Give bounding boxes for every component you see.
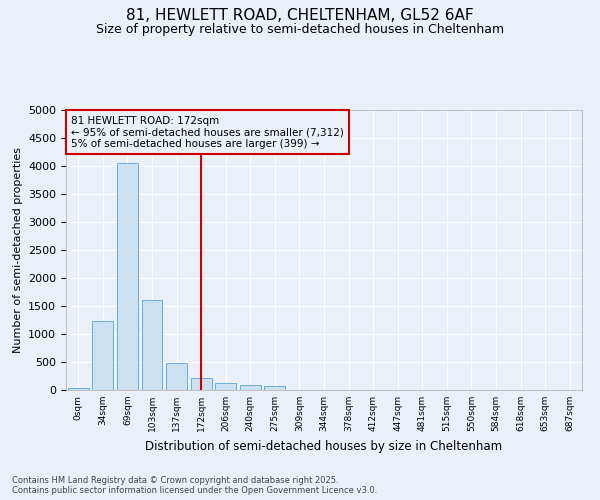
Bar [68,388,89,390]
Y-axis label: Number of semi-detached properties: Number of semi-detached properties [13,147,23,353]
Bar [92,321,113,390]
Bar [117,163,138,390]
Bar [142,300,163,390]
Text: 81 HEWLETT ROAD: 172sqm
← 95% of semi-detached houses are smaller (7,312)
5% of : 81 HEWLETT ROAD: 172sqm ← 95% of semi-de… [71,116,344,149]
Bar [166,363,187,390]
Bar [215,382,236,390]
X-axis label: Distribution of semi-detached houses by size in Cheltenham: Distribution of semi-detached houses by … [145,440,503,452]
Bar [265,386,286,390]
Text: 81, HEWLETT ROAD, CHELTENHAM, GL52 6AF: 81, HEWLETT ROAD, CHELTENHAM, GL52 6AF [126,8,474,22]
Bar [191,378,212,390]
Text: Size of property relative to semi-detached houses in Cheltenham: Size of property relative to semi-detach… [96,22,504,36]
Bar [240,385,261,390]
Text: Contains HM Land Registry data © Crown copyright and database right 2025.
Contai: Contains HM Land Registry data © Crown c… [12,476,377,495]
